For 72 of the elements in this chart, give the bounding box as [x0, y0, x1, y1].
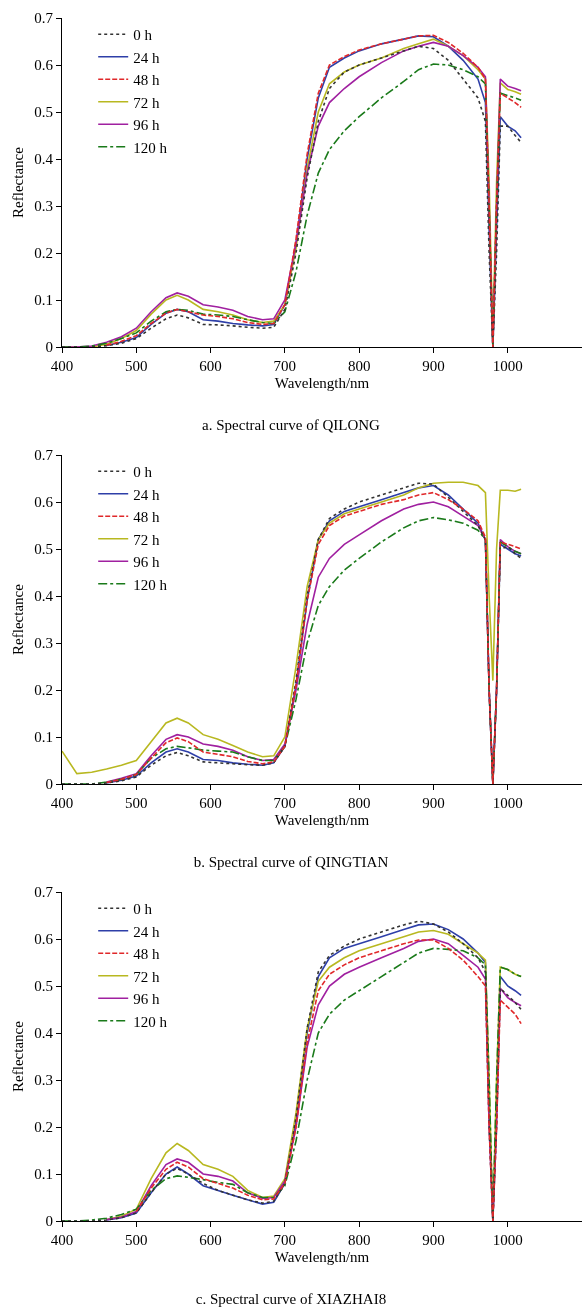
x-axis-title: Wavelength/nm: [274, 375, 370, 392]
legend-label: 0 h: [133, 901, 153, 918]
y-tick-label: 0.5: [34, 541, 53, 558]
y-tick-label: 0.5: [34, 104, 53, 121]
legend-label: 24 h: [133, 923, 160, 940]
y-tick-label: 0.1: [34, 729, 53, 746]
y-tick-label: 0: [45, 339, 53, 356]
x-tick-label: 600: [199, 358, 222, 375]
y-axis-title: Reflectance: [10, 1020, 27, 1092]
x-tick-label: 900: [422, 795, 445, 812]
y-tick-label: 0.2: [34, 245, 53, 262]
legend-label: 120 h: [133, 139, 168, 156]
x-tick-label: 700: [273, 1232, 297, 1249]
legend-label: 48 h: [133, 946, 160, 963]
y-tick-label: 0.4: [34, 588, 54, 605]
y-tick-label: 0.2: [34, 1119, 53, 1136]
y-tick-label: 0.4: [34, 1025, 54, 1042]
legend-label: 96 h: [133, 117, 160, 134]
x-axis-title: Wavelength/nm: [274, 812, 370, 829]
text: c. Spectral curve of XIAZHAI8: [195, 1291, 387, 1308]
y-tick-label: 0.7: [34, 447, 54, 464]
y-tick-label: 0.3: [34, 635, 53, 652]
y-tick-label: 0.5: [34, 978, 53, 995]
x-tick-label: 700: [273, 795, 297, 812]
y-tick-label: 0.6: [34, 931, 54, 948]
y-axis-title: Reflectance: [10, 146, 27, 218]
y-axis-title: Reflectance: [10, 583, 27, 655]
legend-label: 48 h: [133, 509, 160, 526]
legend-label: 96 h: [133, 991, 160, 1008]
x-tick-label: 1000: [492, 358, 523, 375]
x-tick-label: 700: [273, 358, 297, 375]
x-tick-label: 800: [347, 1232, 371, 1249]
y-tick-label: 0.1: [34, 292, 53, 309]
y-tick-label: 0.6: [34, 494, 54, 511]
legend-label: 0 h: [133, 27, 153, 44]
x-tick-label: 900: [422, 358, 445, 375]
legend-label: 72 h: [133, 94, 160, 111]
y-tick-label: 0.3: [34, 198, 53, 215]
y-tick-label: 0.4: [34, 151, 54, 168]
legend-label: 24 h: [133, 49, 160, 66]
y-tick-label: 0: [45, 1213, 53, 1230]
y-tick-label: 0: [45, 776, 53, 793]
legend-label: 120 h: [133, 1013, 168, 1030]
x-tick-label: 600: [199, 795, 222, 812]
y-tick-label: 0.6: [34, 57, 54, 74]
x-tick-label: 800: [347, 795, 371, 812]
x-tick-label: 1000: [492, 1232, 523, 1249]
x-tick-label: 900: [422, 1232, 445, 1249]
x-tick-label: 400: [50, 1232, 74, 1249]
x-tick-label: 500: [125, 795, 148, 812]
text: a. Spectral curve of QILONG: [202, 417, 381, 434]
legend-label: 0 h: [133, 464, 153, 481]
x-tick-label: 500: [125, 358, 148, 375]
x-tick-label: 400: [50, 795, 74, 812]
x-tick-label: 800: [347, 358, 371, 375]
y-tick-label: 0.1: [34, 1166, 53, 1183]
legend-label: 48 h: [133, 72, 160, 89]
legend-label: 24 h: [133, 486, 160, 503]
x-tick-label: 1000: [492, 795, 523, 812]
x-axis-title: Wavelength/nm: [274, 1249, 370, 1266]
y-tick-label: 0.3: [34, 1072, 53, 1089]
legend-label: 96 h: [133, 554, 160, 571]
x-tick-label: 500: [125, 1232, 148, 1249]
text: b. Spectral curve of QINGTIAN: [193, 854, 389, 871]
legend-label: 72 h: [133, 968, 160, 985]
x-tick-label: 400: [50, 358, 74, 375]
x-tick-label: 600: [199, 1232, 222, 1249]
legend-label: 72 h: [133, 531, 160, 548]
y-tick-label: 0.2: [34, 682, 53, 699]
y-tick-label: 0.7: [34, 884, 54, 901]
y-tick-label: 0.7: [34, 10, 54, 27]
legend-label: 120 h: [133, 576, 168, 593]
